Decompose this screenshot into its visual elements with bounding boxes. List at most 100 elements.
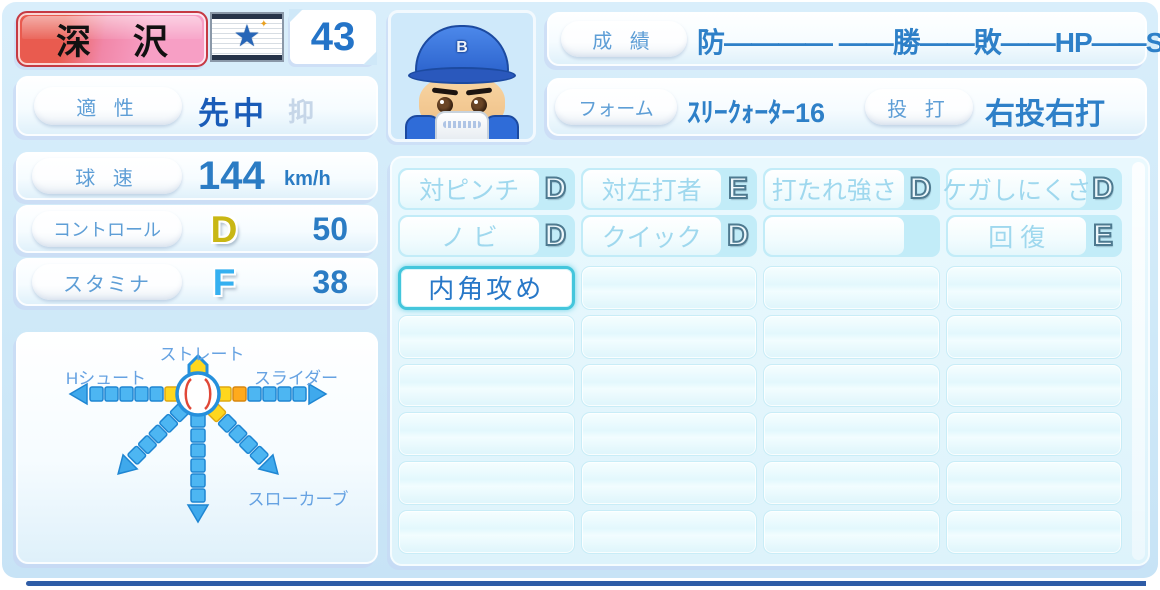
aptitude-panel: 適 性 先中 抑 [16,76,378,136]
ability-label: ノ ビ [440,224,498,252]
ability-grade: D [726,218,750,253]
abilities-panel: 対ピンチ D 対左打者 E 打たれ強さ D ケガしにくさ D ノ ビ D クイッ… [390,156,1150,566]
ability-label: 対ピンチ [419,177,520,205]
special-cell-empty [763,314,940,359]
avatar-jersey [435,111,489,139]
ability-cell: クイック D [580,215,757,257]
ability-label: 対左打者 [601,177,702,205]
player-card: 深 沢 ★ ✦ 43 適 性 先中 抑 B 成 績 防―――― [2,2,1160,578]
pitch-label-straight: ストレート [159,345,245,364]
pitch-arm-down-left [117,403,189,475]
special-cell-empty [580,314,757,359]
pitch-panel: ストレート Hシュート スライダー スローカーブ [16,332,378,564]
pitch-arm-left [68,382,179,406]
ability-grade: D [544,218,568,253]
control-value: 50 [312,211,348,247]
speed-label-pill: 球 速 [32,158,182,194]
ability-grade: E [1092,218,1114,253]
ability-cell: ケガしにくさ D [942,168,1122,210]
special-cell-empty [398,412,575,457]
control-grade: D [210,209,238,250]
speed-value: 144 [198,154,265,198]
special-cell-empty [945,412,1122,457]
pitch-label-slider: スライダー [253,369,339,388]
avatar-eye [471,97,487,113]
avatar-cap-brim [408,67,516,84]
throwbat-value: 右投右打 [985,98,1105,131]
team-star-icon: ★ [233,20,261,53]
name-plate: 深 沢 [16,11,208,67]
special-cell-empty [945,363,1122,408]
player-number: 43 [310,14,356,59]
avatar-panel: B [388,10,536,142]
special-cell-empty [398,461,575,506]
control-panel: コントロール D 50 [16,205,378,253]
avatar-eye [437,97,453,113]
aptitude-active-value: 先中 [198,96,268,131]
aptitude-label-pill: 適 性 [34,87,182,125]
special-cell-empty [763,461,940,506]
stamina-panel: スタミナ F 38 [16,258,378,306]
form-value: ｽﾘｰｸｫｰﾀｰ16 [687,98,826,128]
special-cell-empty [580,412,757,457]
pitch-arm-right [217,382,328,406]
record-value: 防―――― ――勝――敗――HP――S [697,27,1160,58]
pitch-label-hshoot: Hシュート [65,369,147,388]
bottom-divider [26,581,1146,586]
ability-cell: 対ピンチ D [398,168,575,210]
ability-grade: D [909,171,933,206]
form-panel: フォーム ｽﾘｰｸｫｰﾀｰ16 投 打 右投右打 [547,78,1147,136]
ability-grade: E [727,171,749,206]
special-cell-empty [580,363,757,408]
ability-label: クイック [601,224,702,252]
aptitude-inactive-value: 抑 [288,97,315,127]
team-flag: ★ ✦ [210,12,284,62]
ability-cell: 回 復 E [945,215,1122,257]
speed-unit: km/h [284,168,331,190]
ability-grade: D [1091,171,1115,206]
number-tab: 43 [289,9,377,65]
ability-cell: ノ ビ D [398,215,575,257]
pitch-label-slowcurve: スローカーブ [247,490,349,509]
special-cell-empty [398,363,575,408]
special-cell-empty [945,510,1122,554]
stamina-label-pill: スタミナ [32,264,182,300]
special-cell-empty [945,461,1122,506]
special-cell-empty [945,266,1122,310]
team-spark-icon: ✦ [259,19,268,30]
special-ability-grid: 内角攻め [398,266,1122,554]
special-cell-empty [580,266,757,310]
pitch-arm-down [186,413,210,524]
player-avatar: B [391,13,533,139]
special-cell-empty [398,314,575,359]
throwbat-label-pill: 投 打 [865,89,973,125]
special-cell-empty [580,461,757,506]
baseball-icon [175,371,221,417]
stamina-value: 38 [312,264,348,300]
control-label-pill: コントロール [32,211,182,247]
record-panel: 成 績 防―――― ――勝――敗――HP――S [547,12,1160,66]
special-cell-empty [945,314,1122,359]
special-cell-empty [763,266,940,310]
ability-label: 打たれ強さ [771,177,897,205]
ability-label: ケガしにくさ [942,177,1092,205]
avatar-cap-logo: B [456,39,468,56]
special-cell-empty [763,510,940,554]
form-label-pill: フォーム [555,89,677,125]
ability-cell-empty [763,215,940,257]
record-label-pill: 成 績 [561,21,687,57]
stamina-grade: F [212,262,236,303]
ability-grade: D [544,171,568,206]
special-cell-empty [398,510,575,554]
pitch-arm-down-right [207,403,279,475]
ability-cell: 打たれ強さ D [763,168,940,210]
special-cell-empty [763,412,940,457]
special-cell-empty [763,363,940,408]
pitch-chart [68,353,328,524]
ability-label: 回 復 [988,224,1046,252]
special-ability-cell: 内角攻め [398,266,575,310]
avatar-sleeve [483,115,519,139]
player-name: 深 沢 [56,22,184,62]
speed-panel: 球 速 144 km/h [16,152,378,200]
special-cell-empty [580,510,757,554]
